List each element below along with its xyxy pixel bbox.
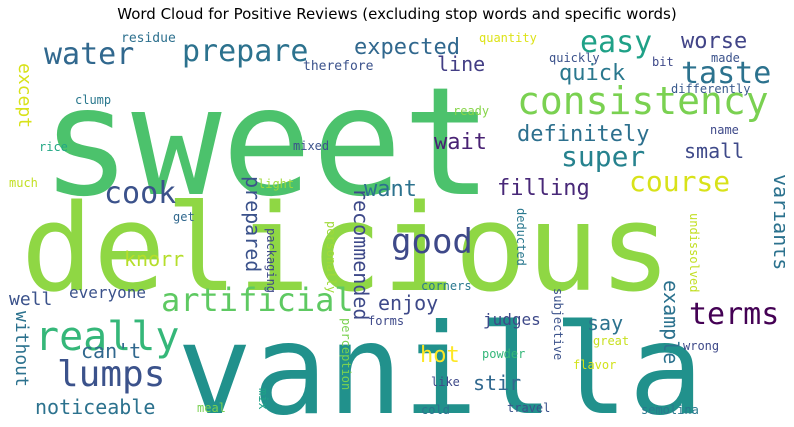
word-filling: filling bbox=[497, 176, 590, 201]
word-prepared: prepared bbox=[241, 176, 265, 272]
word-subjective: subjective bbox=[551, 288, 565, 360]
word-enjoy: enjoy bbox=[378, 291, 438, 315]
word-quick: quick bbox=[559, 61, 625, 86]
word-perception: perception bbox=[339, 318, 353, 390]
word-quantity: quantity bbox=[479, 31, 537, 45]
word-much: much bbox=[9, 176, 38, 190]
word-vanilla: vanilla bbox=[177, 298, 704, 420]
word-name: name bbox=[710, 123, 739, 137]
word-made: made bbox=[711, 51, 740, 65]
word-good: good bbox=[391, 222, 473, 262]
word-semolina: semolina bbox=[641, 403, 699, 417]
word-variants: variants bbox=[769, 174, 785, 270]
word-consistency: consistency bbox=[517, 79, 769, 123]
word-without: without bbox=[11, 311, 32, 387]
word-course: course bbox=[629, 165, 730, 198]
word-personally: personally bbox=[324, 221, 338, 293]
word-everyone: everyone bbox=[69, 283, 146, 302]
word-expected: expected bbox=[354, 35, 460, 60]
word-rice: rice bbox=[39, 140, 68, 154]
word-well: well bbox=[9, 289, 52, 310]
chart-title: Word Cloud for Positive Reviews (excludi… bbox=[117, 5, 677, 23]
word-taste: taste bbox=[681, 56, 771, 91]
word-therefore: therefore bbox=[303, 59, 374, 74]
word-easy: easy bbox=[580, 28, 652, 60]
word-want: want bbox=[364, 177, 417, 202]
word-differently: differently bbox=[671, 82, 750, 96]
word-wait: wait bbox=[434, 130, 487, 155]
word-wrong: wrong bbox=[683, 339, 719, 353]
word-get: get bbox=[173, 210, 195, 224]
word-really: really bbox=[35, 314, 180, 360]
word-hot: hot bbox=[420, 343, 460, 368]
word-super: super bbox=[561, 140, 645, 173]
word-recommended: recommended bbox=[349, 188, 373, 320]
word-powder: powder bbox=[482, 347, 525, 361]
word-clump: clump bbox=[75, 93, 111, 107]
word-stir: stir bbox=[473, 371, 521, 395]
word-deducted: deducted bbox=[514, 208, 528, 266]
word-residue: residue bbox=[121, 31, 176, 46]
word-mixed: mixed bbox=[293, 139, 329, 153]
word-artificial: artificial bbox=[161, 281, 354, 319]
word-prepare: prepare bbox=[182, 34, 308, 69]
word-except: except bbox=[14, 63, 35, 128]
word-quickly: quickly bbox=[549, 51, 600, 65]
word-small: small bbox=[684, 139, 744, 163]
word-delicious: delicious bbox=[21, 180, 671, 319]
word-lumps: lumps bbox=[57, 354, 165, 395]
word-judges: judges bbox=[483, 310, 541, 329]
word-packaging: packaging bbox=[264, 228, 278, 293]
word-sweet: sweet bbox=[41, 56, 493, 230]
word-great: great bbox=[593, 334, 629, 348]
word-worse: worse bbox=[681, 29, 747, 54]
word-travel: travel bbox=[507, 401, 550, 415]
word-forms: forms bbox=[368, 314, 404, 328]
word-definitely: definitely bbox=[517, 122, 649, 147]
word-cant: can't bbox=[81, 339, 141, 363]
word-line: line bbox=[437, 52, 485, 76]
word-say: say bbox=[587, 311, 623, 335]
word-example: example bbox=[659, 280, 683, 364]
word-noticeable: noticeable bbox=[35, 395, 155, 419]
word-undissolved: undissolved bbox=[687, 213, 701, 292]
word-flavor: flavor bbox=[573, 358, 616, 372]
word-like: like bbox=[431, 375, 460, 389]
word-mix: mix bbox=[256, 388, 270, 410]
word-meal: meal bbox=[197, 401, 226, 415]
word-terms: terms bbox=[689, 297, 779, 332]
word-cloud-area: sweet delicious vanilla consistency artifici… bbox=[9, 28, 785, 420]
word-water: water bbox=[44, 37, 134, 72]
word-bit: bit bbox=[652, 55, 674, 69]
word-cook: cook bbox=[104, 176, 176, 211]
word-knorr: knorr bbox=[124, 247, 184, 271]
word-cold: cold bbox=[421, 403, 450, 417]
word-ready: ready bbox=[453, 104, 489, 118]
word-corners: corners bbox=[421, 279, 472, 293]
word-light: light bbox=[258, 177, 294, 191]
